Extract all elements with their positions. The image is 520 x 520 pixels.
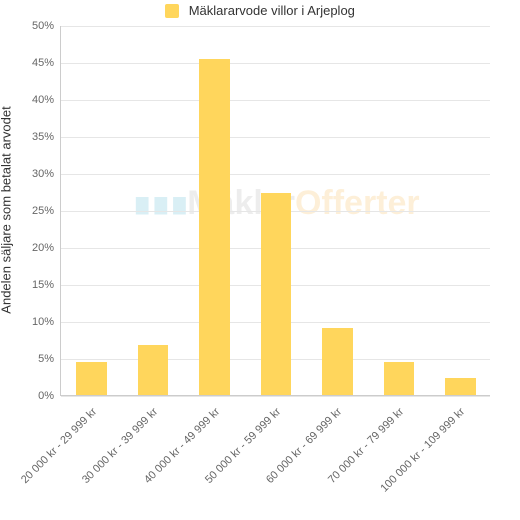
bar: [445, 378, 476, 395]
y-tick-label: 25%: [0, 205, 54, 217]
watermark-icon: ∎∎∎: [131, 184, 187, 222]
y-tick-label: 35%: [0, 131, 54, 143]
gridline: [61, 396, 490, 397]
x-tick-label: 40 000 kr - 49 999 kr: [107, 406, 222, 520]
y-tick-label: 50%: [0, 20, 54, 32]
y-tick-label: 0%: [0, 390, 54, 402]
bar: [322, 328, 353, 395]
x-tick-label: 30 000 kr - 39 999 kr: [46, 406, 161, 520]
y-tick-label: 15%: [0, 279, 54, 291]
bar: [138, 345, 169, 395]
y-tick-label: 10%: [0, 316, 54, 328]
legend-swatch: [165, 4, 179, 18]
gridline: [61, 174, 490, 175]
gridline: [61, 63, 490, 64]
legend: Mäklararvode villor i Arjeplog: [0, 2, 520, 18]
bar: [384, 362, 415, 395]
bar: [261, 193, 292, 395]
gridline: [61, 100, 490, 101]
y-tick-label: 45%: [0, 57, 54, 69]
y-tick-label: 5%: [0, 353, 54, 365]
x-tick-label: 100 000 kr - 109 999 kr: [353, 406, 468, 520]
y-tick-label: 20%: [0, 242, 54, 254]
gridline: [61, 137, 490, 138]
x-tick-label: 70 000 kr - 79 999 kr: [292, 406, 407, 520]
y-tick-label: 40%: [0, 94, 54, 106]
legend-label: Mäklararvode villor i Arjeplog: [189, 3, 355, 18]
watermark-text-b: Offerter: [295, 184, 420, 222]
bar: [199, 59, 230, 395]
plot-area: ∎∎∎MäklarOfferter: [60, 26, 490, 396]
x-tick-label: 50 000 kr - 59 999 kr: [169, 406, 284, 520]
x-tick-label: 60 000 kr - 69 999 kr: [230, 406, 345, 520]
bar: [76, 362, 107, 395]
x-tick-label: 20 000 kr - 29 999 kr: [0, 406, 99, 520]
chart-container: Mäklararvode villor i Arjeplog Andelen s…: [0, 0, 520, 520]
y-tick-label: 30%: [0, 168, 54, 180]
gridline: [61, 26, 490, 27]
